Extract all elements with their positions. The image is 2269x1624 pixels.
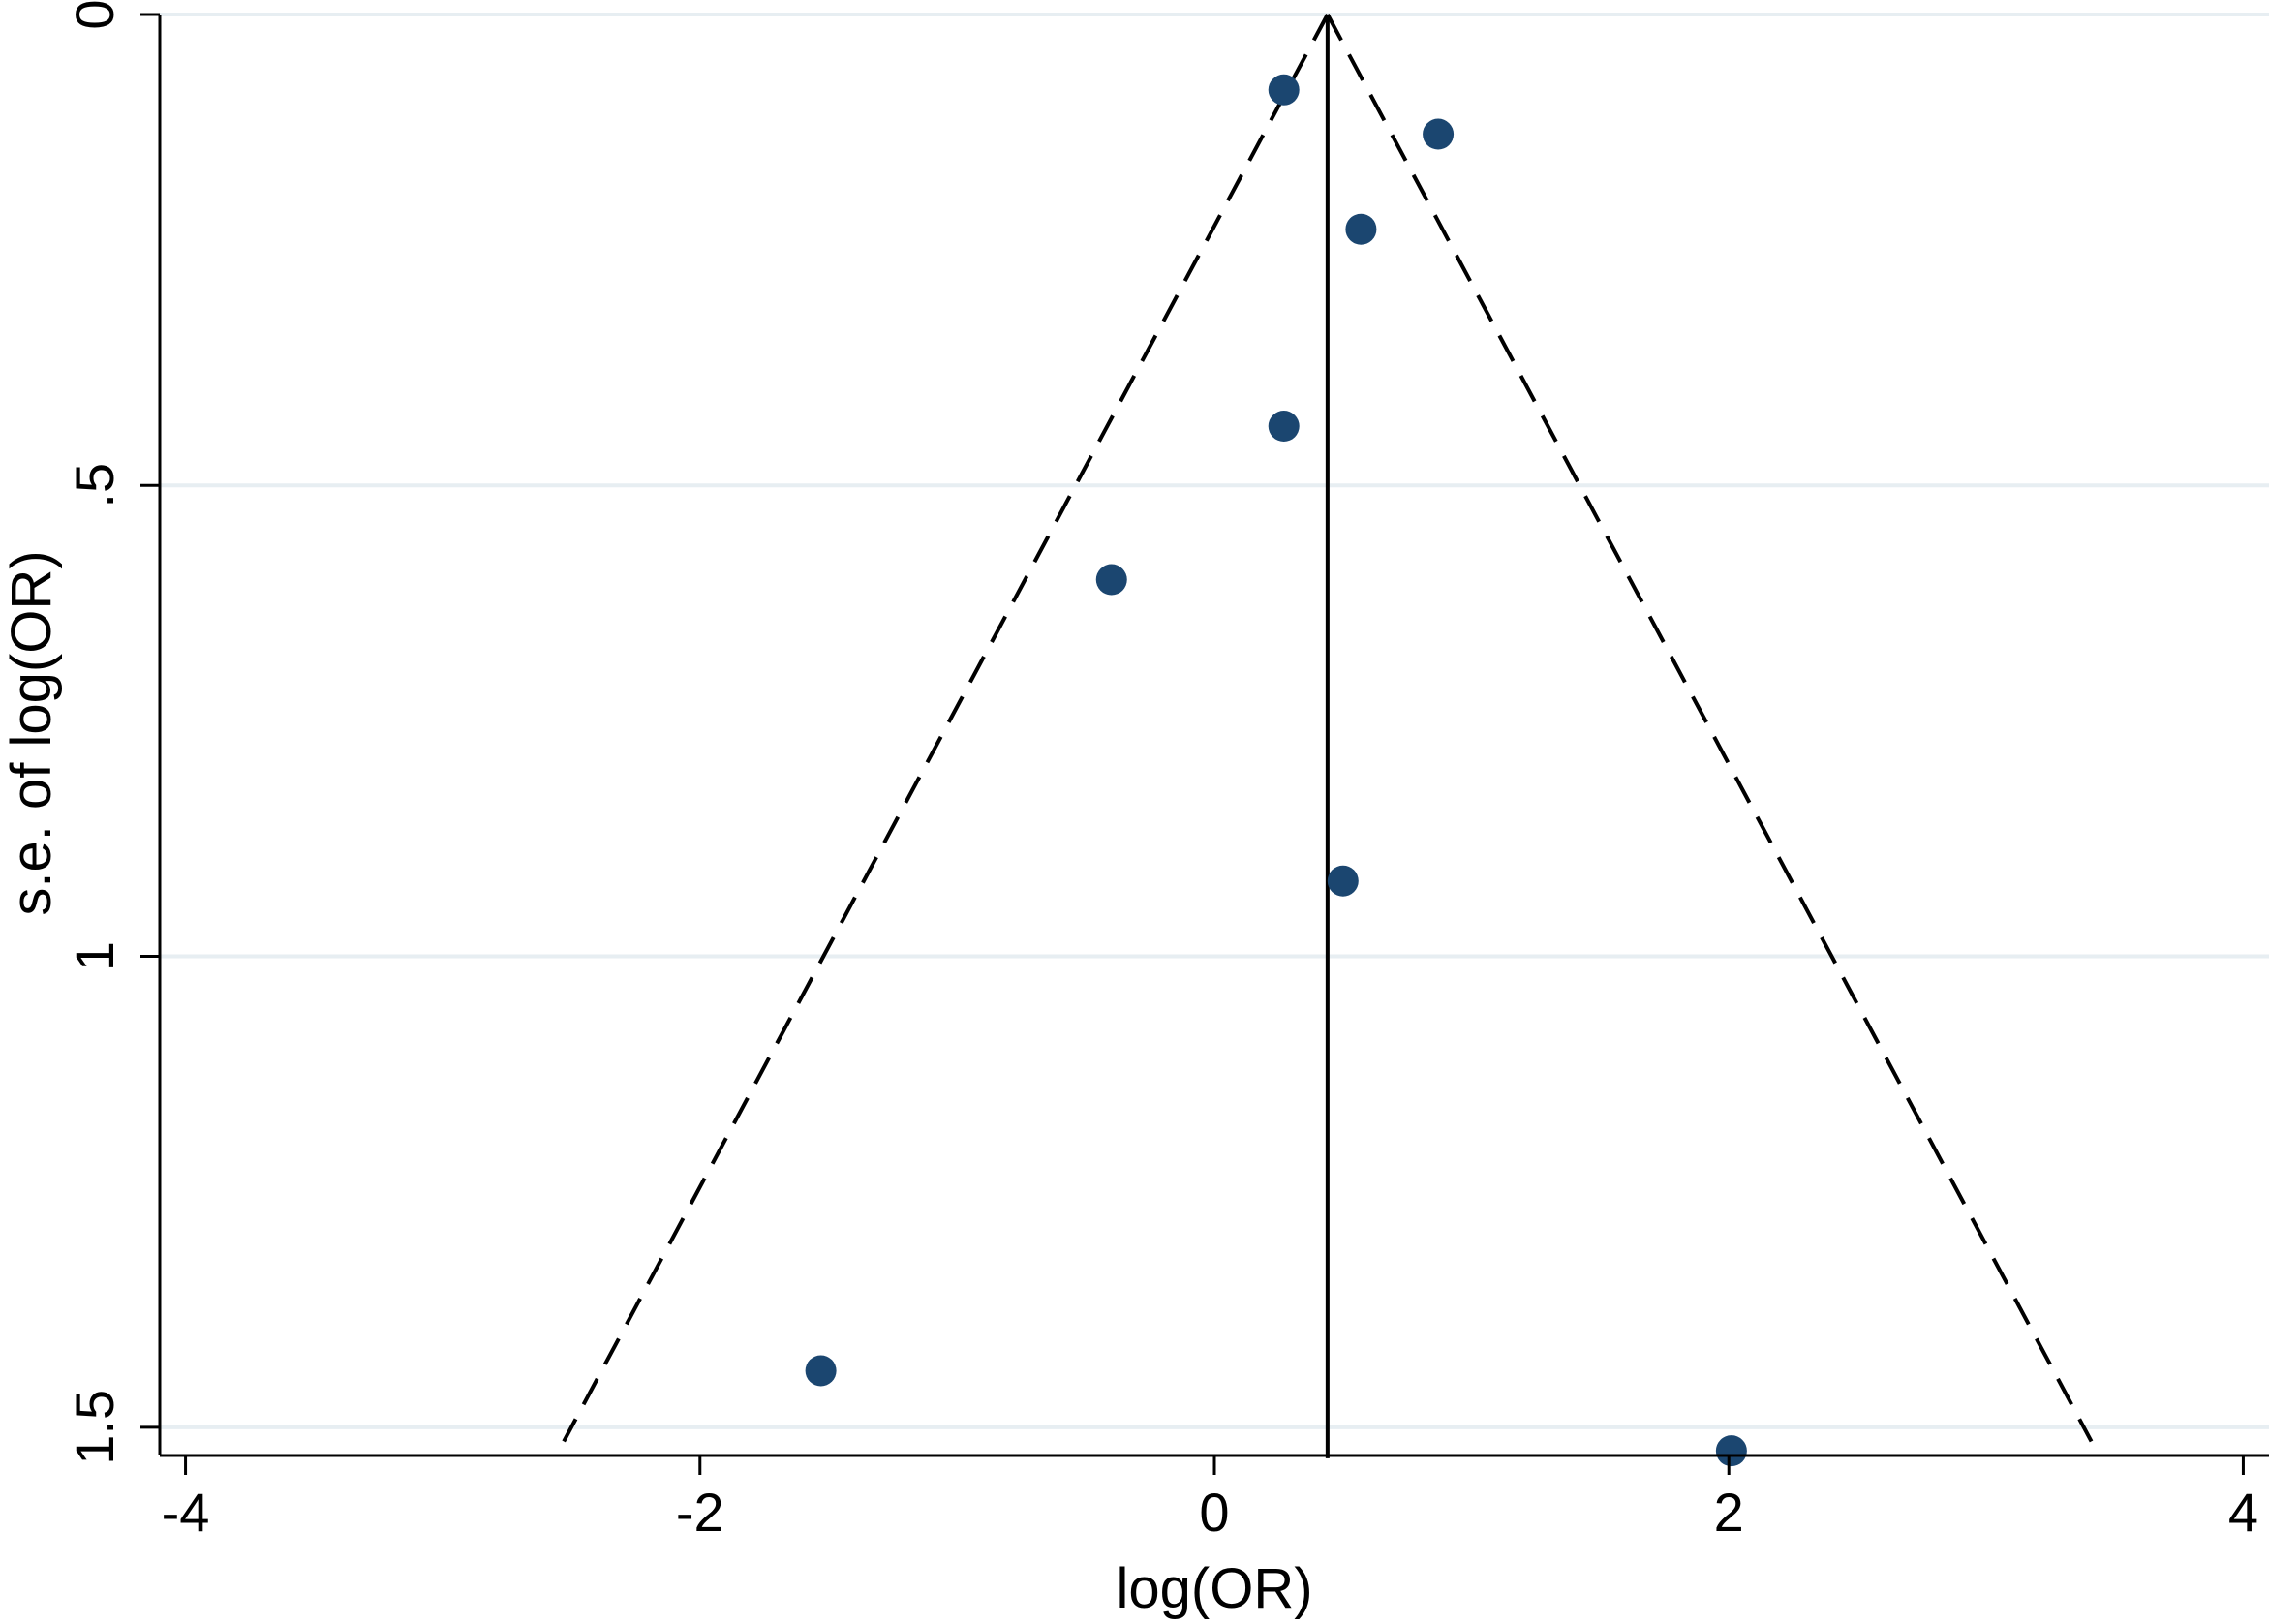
data-point-5 [1327,865,1359,897]
data-point-6 [805,1355,837,1387]
x-tick-label-1: -2 [676,1482,724,1543]
y-tick-label-3: 1.5 [64,1390,125,1465]
data-point-0 [1268,74,1300,106]
data-point-2 [1345,213,1377,245]
y-tick-label-1: .5 [64,463,125,508]
x-axis-title: log(OR) [1116,1557,1312,1619]
funnel-left-limit [562,14,1330,1443]
axes [140,13,2269,1475]
data-point-3 [1268,411,1300,443]
gridlines [160,13,2269,1429]
x-tick-label-4: 4 [2228,1482,2258,1543]
x-tick-label-2: 0 [1199,1482,1229,1543]
x-tick-label-0: -4 [162,1482,210,1543]
y-axis-title: s.e. of log(OR) [0,550,63,915]
funnel-right-limit [1326,14,2094,1443]
axis-labels: -4 -2 0 2 4 0 .5 1 1.5 [64,0,2258,1543]
data-points [805,74,1747,1467]
data-point-1 [1423,118,1455,150]
data-point-4 [1095,564,1127,596]
x-tick-label-3: 2 [1714,1482,1744,1543]
y-tick-label-2: 1 [64,941,125,971]
y-tick-label-0: 0 [64,0,125,30]
data-point-7 [1715,1435,1747,1467]
funnel-lines [562,14,2094,1458]
